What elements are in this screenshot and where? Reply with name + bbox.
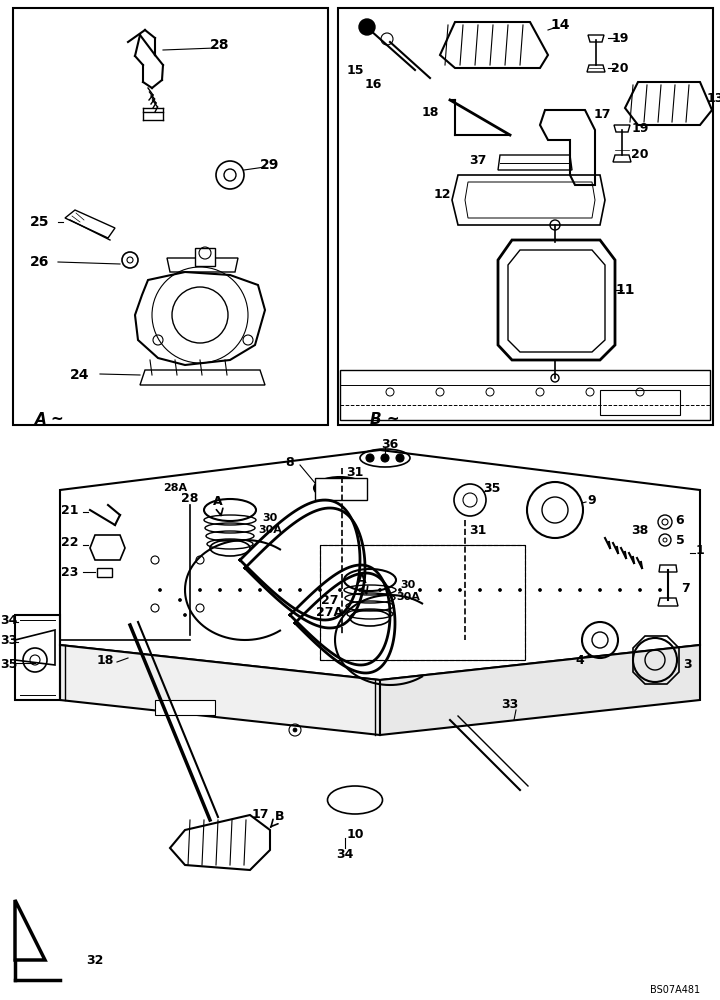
Text: 30A: 30A xyxy=(258,525,282,535)
Text: 35: 35 xyxy=(0,658,17,672)
Circle shape xyxy=(578,588,582,591)
Circle shape xyxy=(158,588,161,591)
Text: 30: 30 xyxy=(262,513,278,523)
Circle shape xyxy=(438,588,441,591)
Text: 28A: 28A xyxy=(163,483,187,493)
Text: 28: 28 xyxy=(181,491,199,504)
Circle shape xyxy=(218,588,222,591)
Text: 18: 18 xyxy=(421,105,438,118)
Text: 20: 20 xyxy=(611,62,629,75)
Text: 5: 5 xyxy=(675,534,685,546)
Text: BS07A481: BS07A481 xyxy=(650,985,700,995)
Text: 31: 31 xyxy=(469,524,487,536)
Circle shape xyxy=(318,588,322,591)
Circle shape xyxy=(498,588,502,591)
Text: 13: 13 xyxy=(706,92,720,104)
Text: 1: 1 xyxy=(696,544,704,556)
Text: 30: 30 xyxy=(400,580,415,590)
Text: 12: 12 xyxy=(433,188,451,202)
Text: 17: 17 xyxy=(251,808,269,822)
Circle shape xyxy=(639,588,642,591)
Circle shape xyxy=(359,19,375,35)
Circle shape xyxy=(479,588,482,591)
Text: 19: 19 xyxy=(611,31,629,44)
Text: B: B xyxy=(271,810,284,827)
Text: 28: 28 xyxy=(210,38,230,52)
Circle shape xyxy=(379,588,382,591)
Text: 10: 10 xyxy=(346,828,364,842)
Text: 27A: 27A xyxy=(316,605,343,618)
Bar xyxy=(195,248,215,266)
Circle shape xyxy=(366,454,374,462)
Circle shape xyxy=(184,613,186,616)
Circle shape xyxy=(539,588,541,591)
Text: 21: 21 xyxy=(61,504,78,516)
Text: 9: 9 xyxy=(588,493,596,506)
Text: 27: 27 xyxy=(321,593,338,606)
Circle shape xyxy=(293,728,297,732)
Circle shape xyxy=(381,454,389,462)
Text: 22: 22 xyxy=(61,536,78,548)
Circle shape xyxy=(179,598,181,601)
Circle shape xyxy=(199,588,202,591)
Circle shape xyxy=(559,588,562,591)
Text: B ~: B ~ xyxy=(370,412,400,428)
Text: 23: 23 xyxy=(61,566,78,578)
Polygon shape xyxy=(60,450,700,680)
Text: 26: 26 xyxy=(30,255,50,269)
Text: A ~: A ~ xyxy=(35,412,65,428)
Circle shape xyxy=(459,588,462,591)
Bar xyxy=(320,545,525,660)
Text: 29: 29 xyxy=(261,158,279,172)
Bar xyxy=(338,8,713,425)
Text: 6: 6 xyxy=(675,514,684,526)
Text: 37: 37 xyxy=(469,153,487,166)
Circle shape xyxy=(359,588,361,591)
Text: 4: 4 xyxy=(575,654,585,666)
Text: 33: 33 xyxy=(0,634,17,647)
Text: A: A xyxy=(357,573,368,594)
Text: 20: 20 xyxy=(631,148,649,161)
Text: 3: 3 xyxy=(684,658,693,672)
Polygon shape xyxy=(380,645,700,735)
Text: 7: 7 xyxy=(680,582,689,594)
Circle shape xyxy=(598,588,601,591)
Circle shape xyxy=(398,588,402,591)
Text: 31: 31 xyxy=(346,466,364,479)
Text: 16: 16 xyxy=(364,78,382,91)
Text: 32: 32 xyxy=(86,954,104,966)
Text: 18: 18 xyxy=(96,654,114,666)
Text: A: A xyxy=(213,495,223,515)
Bar xyxy=(155,700,215,715)
Circle shape xyxy=(518,588,521,591)
Circle shape xyxy=(418,588,421,591)
Circle shape xyxy=(279,588,282,591)
Text: 24: 24 xyxy=(71,368,90,382)
Polygon shape xyxy=(60,645,380,735)
Text: 33: 33 xyxy=(501,698,518,712)
Circle shape xyxy=(299,588,302,591)
Text: 36: 36 xyxy=(382,438,399,452)
Text: 34: 34 xyxy=(0,613,17,626)
Circle shape xyxy=(338,588,341,591)
Bar xyxy=(13,8,328,425)
Text: 17: 17 xyxy=(593,108,611,121)
Circle shape xyxy=(659,588,662,591)
Text: 34: 34 xyxy=(336,848,354,861)
Circle shape xyxy=(258,588,261,591)
Text: 19: 19 xyxy=(631,121,649,134)
Text: 14: 14 xyxy=(550,18,570,32)
Bar xyxy=(315,478,367,500)
Text: 35: 35 xyxy=(483,482,500,494)
Text: 30A: 30A xyxy=(396,592,420,602)
Circle shape xyxy=(618,588,621,591)
Circle shape xyxy=(238,588,241,591)
Text: 25: 25 xyxy=(30,215,50,229)
Text: 15: 15 xyxy=(346,64,364,77)
Text: 8: 8 xyxy=(286,456,294,468)
Circle shape xyxy=(396,454,404,462)
Text: 38: 38 xyxy=(631,524,649,536)
Text: 11: 11 xyxy=(616,283,635,297)
